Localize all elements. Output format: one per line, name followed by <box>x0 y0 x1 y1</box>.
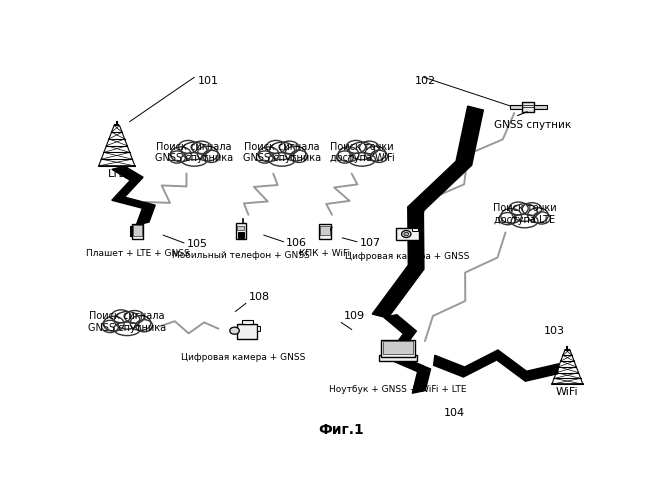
Ellipse shape <box>256 151 274 163</box>
Text: Цифровая камера + GNSS: Цифровая камера + GNSS <box>181 352 306 362</box>
Ellipse shape <box>115 312 140 329</box>
Polygon shape <box>434 350 559 381</box>
Ellipse shape <box>290 150 308 162</box>
Ellipse shape <box>280 141 299 154</box>
Ellipse shape <box>365 146 386 161</box>
Bar <box>396 228 419 239</box>
Ellipse shape <box>338 147 359 162</box>
Ellipse shape <box>125 310 144 324</box>
Text: 102: 102 <box>415 76 436 86</box>
Circle shape <box>404 232 409 236</box>
Text: 104: 104 <box>444 408 465 418</box>
Ellipse shape <box>522 202 541 215</box>
Text: Плашет + LTE + GNSS: Плашет + LTE + GNSS <box>85 250 189 258</box>
Ellipse shape <box>499 212 516 224</box>
Ellipse shape <box>269 142 295 160</box>
Bar <box>133 225 142 236</box>
Ellipse shape <box>511 214 538 228</box>
Bar <box>381 340 415 356</box>
Bar <box>384 341 413 354</box>
Text: WiFi: WiFi <box>556 387 579 397</box>
Ellipse shape <box>348 152 376 166</box>
Text: Ноутбук + GNSS + WiFi + LTE: Ноутбук + GNSS + WiFi + LTE <box>330 386 467 394</box>
Bar <box>534 106 547 108</box>
Ellipse shape <box>192 141 211 154</box>
Bar <box>256 326 260 332</box>
Text: GNSS спутник: GNSS спутник <box>494 120 571 130</box>
Bar <box>236 224 246 240</box>
Text: 103: 103 <box>543 326 565 336</box>
Ellipse shape <box>130 316 151 330</box>
Ellipse shape <box>266 140 286 153</box>
Text: Поиск сигнала
GNSS спутника: Поиск сигнала GNSS спутника <box>88 311 166 333</box>
Polygon shape <box>384 314 430 393</box>
Ellipse shape <box>509 202 528 215</box>
Ellipse shape <box>136 320 153 332</box>
Ellipse shape <box>178 140 198 153</box>
Text: Поиск точки
доступа LTE: Поиск точки доступа LTE <box>493 204 556 225</box>
Ellipse shape <box>101 320 119 332</box>
Text: КПК + WiFi: КПК + WiFi <box>299 250 350 258</box>
Ellipse shape <box>168 151 186 163</box>
Ellipse shape <box>346 140 366 153</box>
Text: 107: 107 <box>360 238 380 248</box>
Text: 105: 105 <box>186 239 208 249</box>
Ellipse shape <box>501 208 521 224</box>
Ellipse shape <box>103 316 124 331</box>
Text: 101: 101 <box>198 76 219 86</box>
Bar <box>379 356 418 362</box>
Bar <box>509 106 522 108</box>
Text: Поиск точки
доступа WiFi: Поиск точки доступа WiFi <box>330 142 394 164</box>
Bar <box>319 224 331 239</box>
Ellipse shape <box>258 147 279 162</box>
Text: 109: 109 <box>344 311 365 321</box>
Bar <box>132 224 143 239</box>
Ellipse shape <box>114 322 141 336</box>
Ellipse shape <box>511 204 537 222</box>
Ellipse shape <box>111 310 131 322</box>
Text: Мобильный телефон + GNSS: Мобильный телефон + GNSS <box>172 252 310 260</box>
Bar <box>412 228 418 230</box>
Text: LTE: LTE <box>107 168 126 178</box>
Text: Поиск сигнала
GNSS спутника: Поиск сигнала GNSS спутника <box>155 142 233 164</box>
Ellipse shape <box>197 146 218 161</box>
Ellipse shape <box>527 208 548 222</box>
Polygon shape <box>112 166 155 225</box>
Text: Цифровая камера + GNSS: Цифровая камера + GNSS <box>345 252 470 260</box>
Ellipse shape <box>370 150 388 162</box>
Ellipse shape <box>268 152 295 166</box>
Ellipse shape <box>170 147 191 162</box>
Ellipse shape <box>349 142 375 160</box>
Ellipse shape <box>202 150 220 162</box>
Bar <box>237 226 244 230</box>
Text: 108: 108 <box>248 292 270 302</box>
Ellipse shape <box>285 146 306 161</box>
Ellipse shape <box>181 142 207 160</box>
Bar <box>320 226 330 235</box>
Circle shape <box>230 327 239 334</box>
Bar <box>237 324 257 338</box>
Bar <box>522 102 534 112</box>
Text: Поиск сигнала
GNSS спутника: Поиск сигнала GNSS спутника <box>243 142 321 164</box>
Ellipse shape <box>533 212 550 224</box>
Bar <box>242 320 253 324</box>
Polygon shape <box>372 106 484 318</box>
Text: Фиг.1: Фиг.1 <box>318 422 364 436</box>
Text: 106: 106 <box>286 238 307 248</box>
Ellipse shape <box>181 152 208 166</box>
Ellipse shape <box>336 151 354 163</box>
Ellipse shape <box>360 141 379 154</box>
Circle shape <box>402 230 411 237</box>
